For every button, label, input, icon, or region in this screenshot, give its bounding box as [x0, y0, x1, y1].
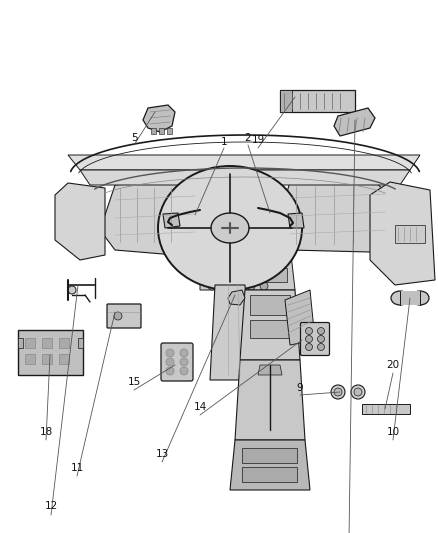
Circle shape [331, 385, 345, 399]
Circle shape [166, 358, 174, 366]
Bar [205, 268, 287, 282]
Polygon shape [163, 213, 180, 228]
Circle shape [166, 367, 174, 375]
Circle shape [180, 358, 188, 366]
Bar [395, 225, 425, 243]
Circle shape [234, 282, 242, 290]
Circle shape [318, 343, 325, 351]
Bar [42, 338, 52, 348]
Polygon shape [210, 285, 250, 380]
Circle shape [305, 327, 312, 335]
Text: 13: 13 [155, 449, 169, 459]
Polygon shape [100, 180, 200, 255]
Bar [205, 250, 287, 264]
Polygon shape [143, 105, 175, 132]
Circle shape [318, 327, 325, 335]
Bar [400, 291, 420, 305]
Text: 11: 11 [71, 463, 84, 473]
Circle shape [354, 388, 362, 396]
Bar [250, 295, 290, 315]
Bar [59, 338, 69, 348]
Text: 2: 2 [245, 133, 251, 143]
Text: 12: 12 [44, 501, 58, 511]
FancyBboxPatch shape [107, 304, 141, 328]
Ellipse shape [391, 291, 409, 305]
Polygon shape [258, 365, 282, 375]
Bar [159, 128, 164, 134]
Circle shape [166, 349, 174, 357]
Circle shape [68, 286, 76, 294]
Text: 5: 5 [131, 133, 137, 143]
Text: 14: 14 [193, 402, 207, 412]
Polygon shape [55, 183, 105, 260]
Ellipse shape [411, 291, 429, 305]
Circle shape [351, 385, 365, 399]
Polygon shape [230, 440, 310, 490]
Ellipse shape [211, 213, 249, 243]
Bar [280, 90, 355, 112]
Bar [242, 448, 297, 463]
Polygon shape [370, 182, 435, 285]
FancyBboxPatch shape [300, 322, 329, 356]
FancyBboxPatch shape [161, 343, 193, 381]
Text: 18: 18 [39, 427, 53, 437]
Bar [78, 338, 83, 348]
Circle shape [114, 312, 122, 320]
Text: 19: 19 [251, 135, 265, 145]
Bar [151, 128, 156, 134]
Bar [59, 354, 69, 364]
Text: 9: 9 [297, 383, 303, 393]
Polygon shape [68, 155, 420, 170]
Polygon shape [200, 245, 295, 290]
Polygon shape [80, 170, 410, 185]
Text: 1: 1 [221, 137, 227, 147]
Bar [18, 330, 83, 375]
Circle shape [305, 343, 312, 351]
Circle shape [334, 388, 342, 396]
Ellipse shape [158, 166, 302, 290]
Circle shape [180, 349, 188, 357]
Bar [25, 354, 35, 364]
Polygon shape [240, 290, 300, 360]
Circle shape [208, 282, 216, 290]
Bar [280, 90, 292, 112]
Bar [167, 128, 172, 134]
Circle shape [318, 335, 325, 343]
Text: 20: 20 [386, 360, 399, 370]
Bar [250, 320, 290, 338]
Circle shape [180, 367, 188, 375]
Bar [18, 338, 23, 348]
Text: 15: 15 [127, 377, 141, 387]
Bar [42, 354, 52, 364]
Circle shape [260, 282, 268, 290]
Bar [25, 338, 35, 348]
Circle shape [305, 335, 312, 343]
Text: 10: 10 [386, 427, 399, 437]
Polygon shape [288, 213, 304, 228]
Polygon shape [334, 108, 375, 136]
Circle shape [247, 282, 255, 290]
Bar [242, 467, 297, 482]
Polygon shape [285, 290, 315, 345]
Circle shape [221, 282, 229, 290]
Bar [362, 404, 410, 414]
Polygon shape [235, 360, 305, 440]
Polygon shape [228, 290, 245, 305]
Polygon shape [275, 178, 390, 252]
